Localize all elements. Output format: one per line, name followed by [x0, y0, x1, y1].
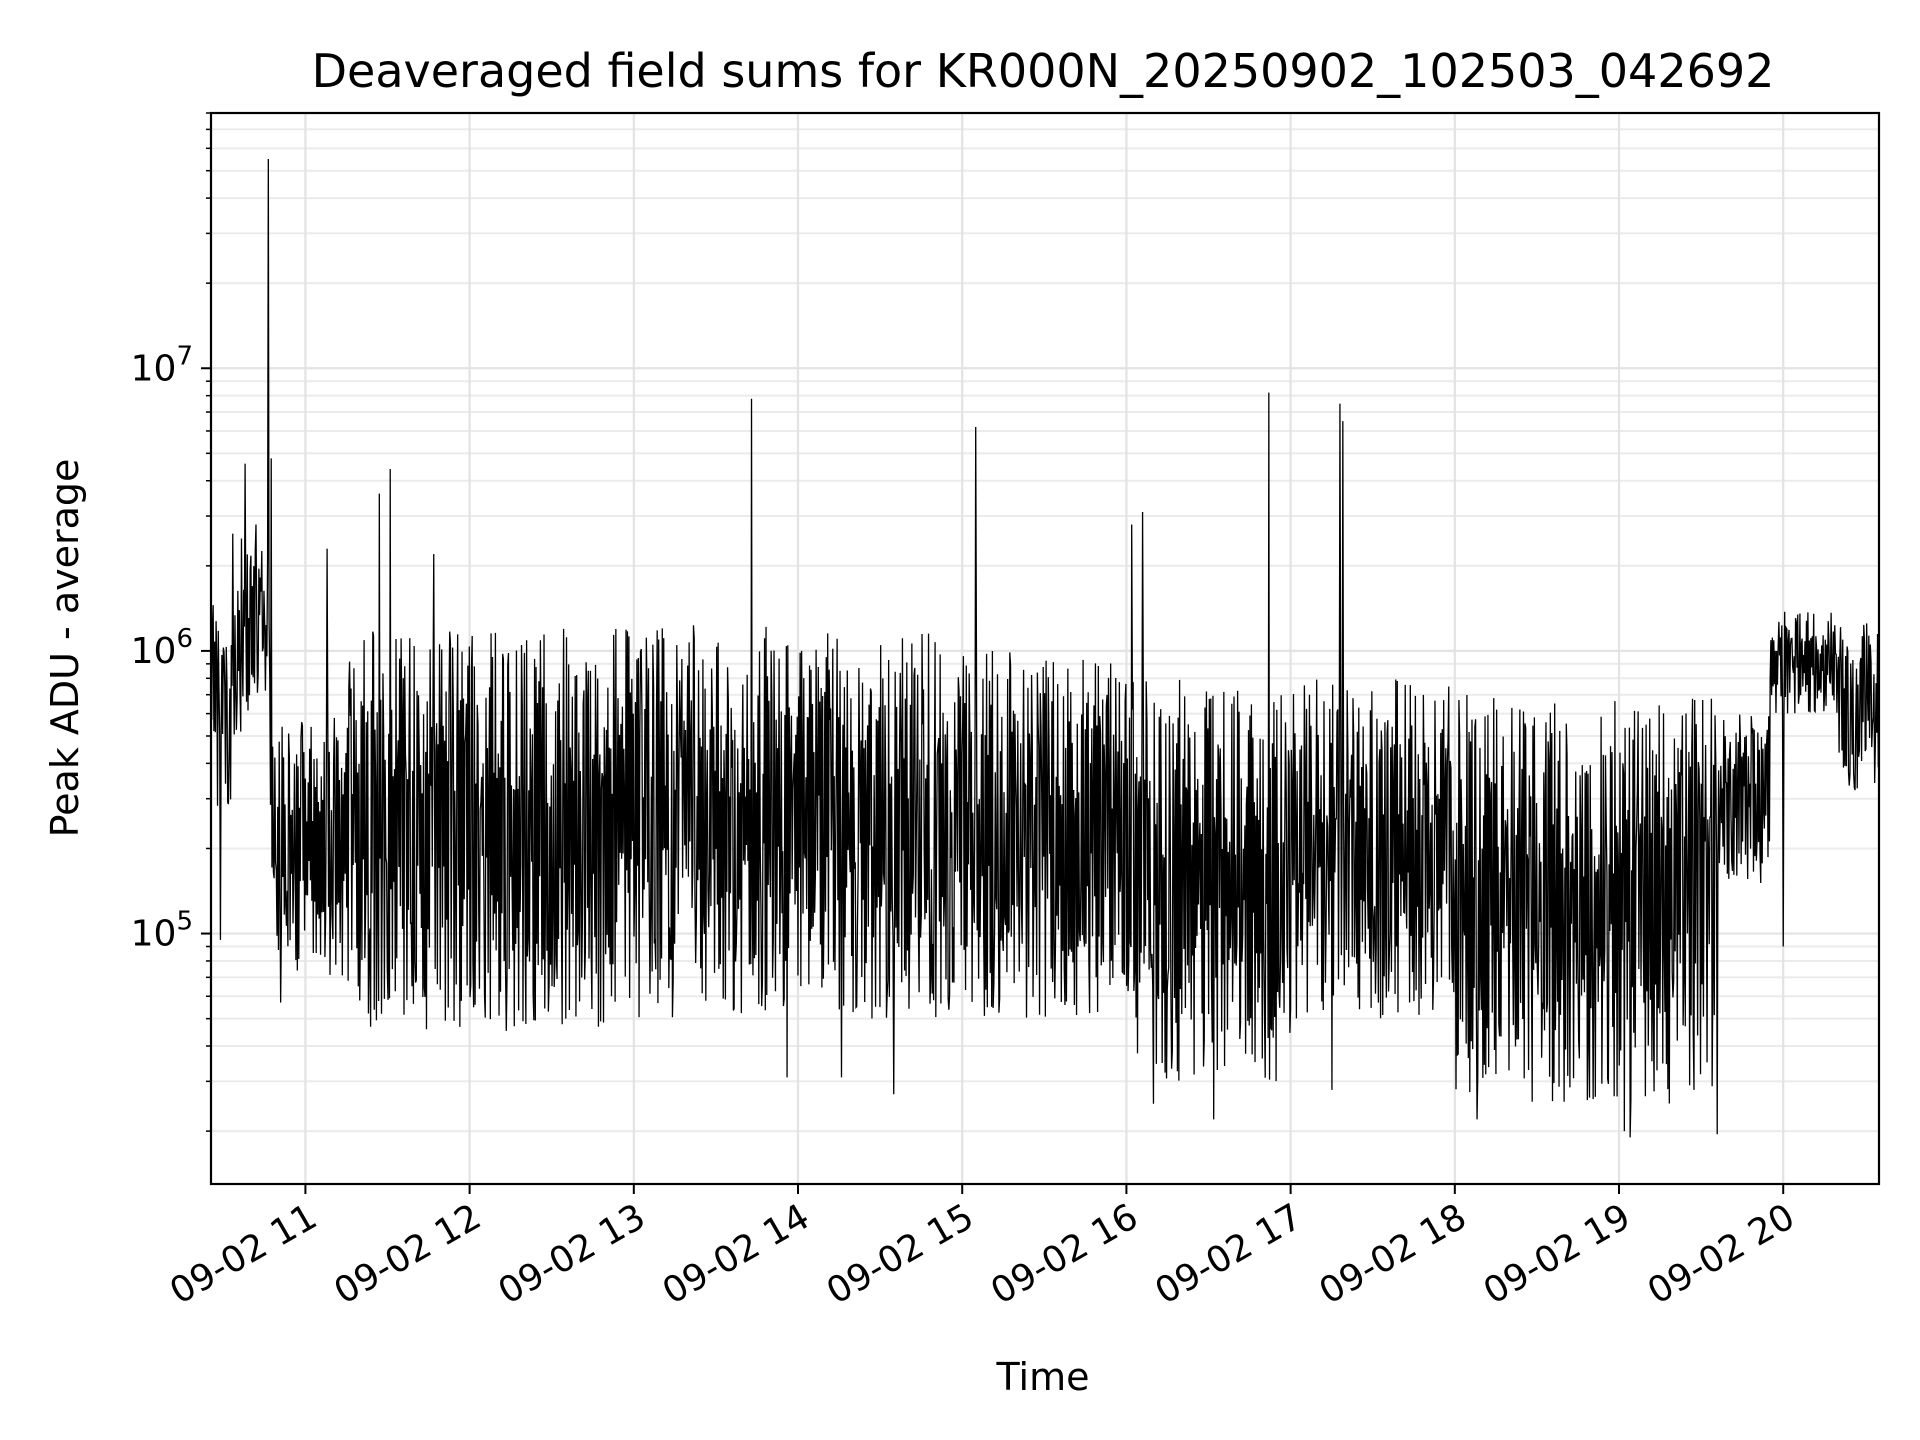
- series-line: [210, 158, 1880, 1138]
- y-axis: 105 106 107: [131, 112, 211, 1132]
- chart-title: Deaveraged field sums for KR000N_2025090…: [312, 44, 1775, 98]
- y-tick-label: 107: [131, 341, 193, 389]
- x-axis-label: Time: [996, 1355, 1090, 1399]
- plot-frame: [209, 111, 1881, 1186]
- y-tick-label: 106: [131, 624, 193, 672]
- y-axis-label: Peak ADU - average: [43, 459, 87, 838]
- y-tick-label: 105: [131, 907, 193, 955]
- series: [210, 158, 1880, 1138]
